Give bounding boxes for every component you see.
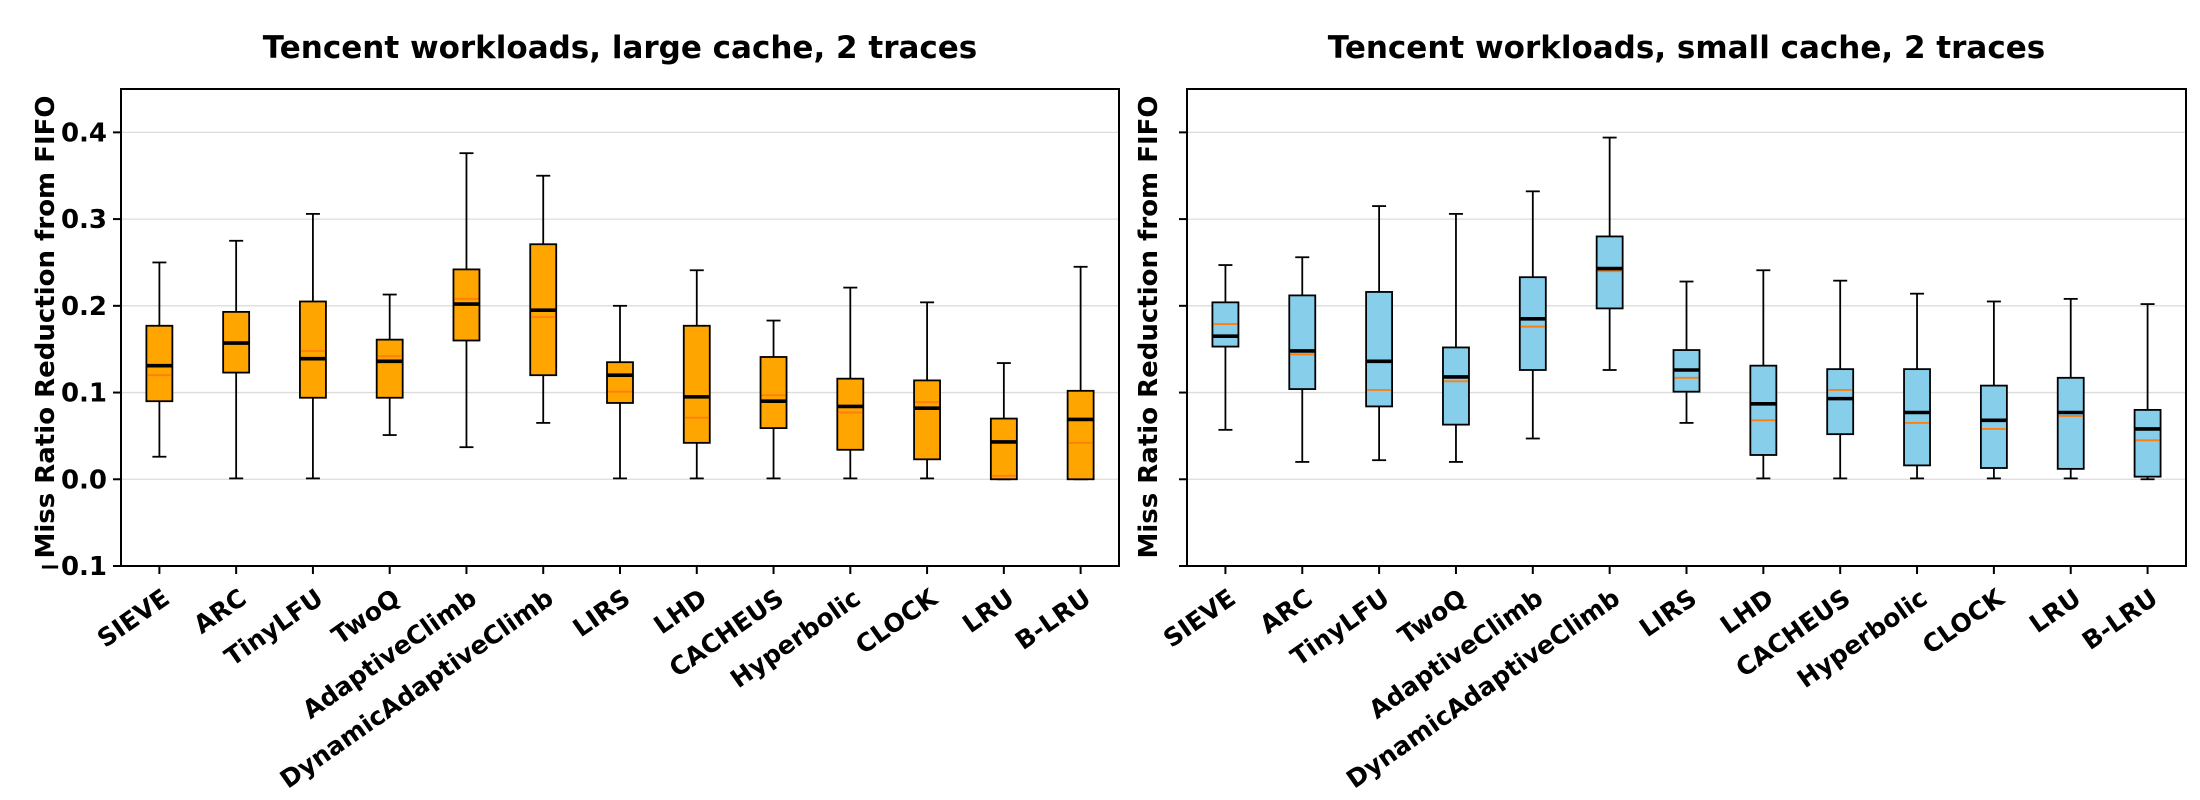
box-CACHEUS	[1826, 279, 1855, 480]
iqr-box	[299, 300, 327, 399]
box-DynamicAdaptiveClimb	[529, 174, 558, 424]
box-CLOCK	[1979, 300, 2008, 480]
iqr-box	[1288, 294, 1317, 390]
iqr-box	[1979, 384, 2008, 469]
ytick-label: 0.1	[61, 379, 107, 409]
iqr-box	[1903, 368, 1931, 467]
box-LIRS	[606, 304, 634, 480]
xtick-label: CLOCK	[850, 582, 944, 660]
box-LHD	[682, 269, 711, 480]
plot-small-cache: SIEVE ARCTinyLFUTwoQAdaptiveClimbDynamicA…	[1158, 88, 2187, 794]
xtick-label: LRU	[2024, 583, 2086, 639]
iqr-box	[145, 324, 174, 403]
xtick-label: Hyperbolic	[725, 583, 866, 694]
box-ARC	[1288, 256, 1317, 463]
box-TwoQ	[375, 293, 404, 436]
iqr-box	[375, 338, 404, 399]
xtick-label: B-LRU	[1010, 583, 1096, 655]
box-CLOCK	[913, 301, 941, 480]
iqr-box	[989, 417, 1018, 481]
ytick-label: 0.0	[61, 465, 107, 495]
iqr-box	[836, 377, 865, 451]
box-LIRS	[1672, 280, 1701, 424]
box-Hyperbolic	[1903, 292, 1931, 480]
box-LHD	[1749, 269, 1778, 480]
ytick-label: 0.4	[61, 118, 107, 148]
iqr-box	[1595, 235, 1624, 310]
iqr-box	[1365, 291, 1394, 408]
box-B-LRU	[2133, 303, 2162, 481]
iqr-box	[2056, 376, 2085, 470]
xtick-label: LRU	[957, 583, 1019, 639]
iqr-box	[1066, 389, 1095, 481]
iqr-box	[1749, 364, 1778, 456]
left-plot-title: Tencent workloads, large cache, 2 traces	[262, 30, 978, 66]
box-ARC	[222, 239, 251, 480]
box-DynamicAdaptiveClimb	[1595, 136, 1624, 371]
box-SIEVE	[1211, 264, 1240, 431]
box-TinyLFU	[299, 212, 327, 480]
box-B-LRU	[1066, 265, 1095, 481]
iqr-box	[1518, 276, 1547, 371]
xtick-label: SIEVE	[1158, 583, 1241, 653]
box-LRU	[2056, 297, 2085, 480]
iqr-box	[759, 356, 788, 430]
box-TinyLFU	[1365, 205, 1394, 462]
iqr-box	[682, 324, 711, 444]
box-LRU	[989, 362, 1018, 481]
box-Hyperbolic	[836, 286, 865, 480]
box-CACHEUS	[759, 319, 788, 480]
box-SIEVE	[145, 261, 174, 458]
iqr-box	[2133, 408, 2162, 478]
ytick-label: 0.2	[61, 292, 107, 322]
xtick-label: LIRS	[568, 583, 636, 643]
iqr-box	[1442, 346, 1470, 426]
box-AdaptiveClimb	[452, 152, 481, 449]
iqr-box	[913, 379, 941, 461]
right-plot-title: Tencent workloads, small cache, 2 traces	[1327, 30, 2046, 66]
ytick-label: −0.1	[39, 552, 107, 582]
iqr-box	[606, 361, 634, 404]
xtick-label: B-LRU	[2077, 583, 2163, 655]
xtick-label: SIEVE	[92, 583, 175, 653]
ytick-label: 0.3	[61, 205, 107, 235]
box-TwoQ	[1442, 212, 1470, 463]
box-AdaptiveClimb	[1518, 190, 1547, 440]
iqr-box	[1826, 368, 1855, 436]
xtick-label: CLOCK	[1917, 582, 2011, 660]
xtick-label: Hyperbolic	[1792, 583, 1933, 694]
xtick-label: LIRS	[1634, 583, 1702, 643]
